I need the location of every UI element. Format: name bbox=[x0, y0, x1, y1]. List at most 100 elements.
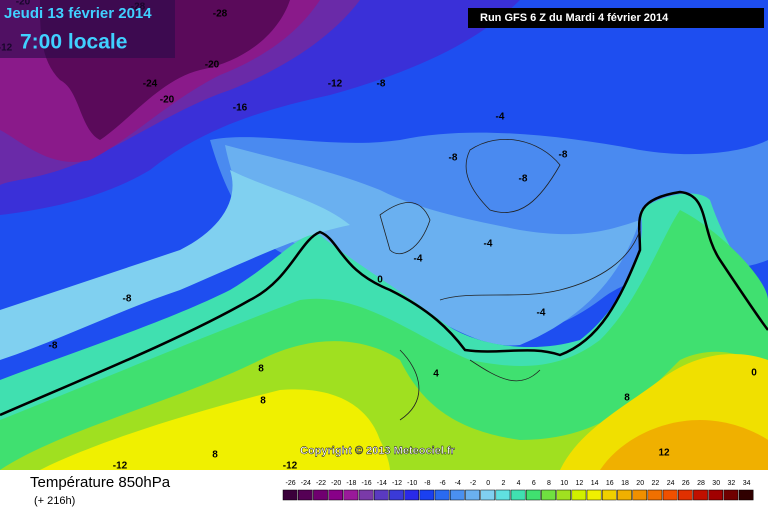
contour-label: -12 bbox=[113, 461, 128, 472]
legend-swatch bbox=[297, 489, 313, 501]
legend-label: 34 bbox=[743, 480, 751, 487]
contour-label: -12 bbox=[283, 461, 298, 472]
contour-label: 4 bbox=[433, 369, 439, 380]
legend-swatch bbox=[434, 489, 450, 501]
legend-label: -4 bbox=[455, 480, 461, 487]
legend-label: -18 bbox=[346, 480, 356, 487]
coastlines bbox=[379, 138, 641, 421]
legend-swatch bbox=[662, 489, 678, 501]
legend-label: 4 bbox=[517, 480, 521, 487]
contour-label: 0 bbox=[751, 368, 757, 379]
legend-label: 14 bbox=[591, 480, 599, 487]
contour-label: -8 bbox=[123, 294, 132, 305]
legend-label: 24 bbox=[667, 480, 675, 487]
legend-label: 28 bbox=[697, 480, 705, 487]
legend-swatch bbox=[723, 489, 739, 501]
legend-swatch bbox=[586, 489, 602, 501]
contour-label: -20 bbox=[160, 95, 175, 106]
legend-swatch bbox=[404, 489, 420, 501]
legend-swatch bbox=[708, 489, 724, 501]
legend-swatch bbox=[282, 489, 298, 501]
contour-label: 8 bbox=[258, 364, 264, 375]
contour-label: -4 bbox=[484, 239, 493, 250]
legend-label: -20 bbox=[331, 480, 341, 487]
contour-label: -28 bbox=[213, 9, 228, 20]
legend-swatch bbox=[389, 489, 404, 501]
legend-label: 12 bbox=[576, 480, 584, 487]
contour-label: 12 bbox=[658, 448, 670, 459]
legend-swatch bbox=[328, 489, 344, 501]
legend-swatch bbox=[738, 489, 754, 501]
forecast-lead: (+ 216h) bbox=[34, 495, 75, 507]
legend-swatch bbox=[465, 489, 480, 501]
legend-label: -26 bbox=[286, 480, 296, 487]
legend-swatch bbox=[541, 489, 556, 501]
legend-swatch bbox=[449, 489, 465, 501]
legend-label: 26 bbox=[682, 480, 690, 487]
legend-swatch bbox=[343, 489, 359, 501]
legend-label: 20 bbox=[636, 480, 644, 487]
legend-swatch bbox=[617, 489, 632, 501]
contour-label: -8 bbox=[559, 150, 568, 161]
legend-label: 30 bbox=[712, 480, 720, 487]
contour-label: -16 bbox=[233, 103, 248, 114]
legend-swatch bbox=[677, 489, 693, 501]
legend-swatch bbox=[358, 489, 374, 501]
contour-label: 8 bbox=[260, 396, 266, 407]
cool-blue bbox=[225, 145, 640, 346]
color-legend: -26 -24 -22 -20 -18 -16 -14 -12 -10 -8 -6 -4 -2 0 2 4 6 8… bbox=[282, 480, 754, 501]
legend-label: 18 bbox=[621, 480, 629, 487]
contour-label: 0 bbox=[377, 275, 383, 286]
contour-label: -20 bbox=[205, 60, 220, 71]
contour-label: -8 bbox=[449, 153, 458, 164]
legend-label: -22 bbox=[316, 480, 326, 487]
legend-swatch bbox=[647, 489, 663, 501]
contour-label: 8 bbox=[212, 450, 218, 461]
legend-label: 0 bbox=[486, 480, 490, 487]
run-box bbox=[468, 8, 764, 28]
legend-label: -2 bbox=[470, 480, 476, 487]
legend-label: -8 bbox=[424, 480, 430, 487]
legend-swatch bbox=[601, 489, 617, 501]
legend-swatch bbox=[373, 489, 389, 501]
contour-label: -12 bbox=[328, 79, 343, 90]
footer-title: Température 850hPa bbox=[30, 474, 171, 491]
legend-swatch bbox=[480, 489, 496, 501]
copyright: Copyright © 2013 Meteociel.fr bbox=[300, 445, 456, 457]
legend-swatch bbox=[419, 489, 435, 501]
legend-swatch bbox=[510, 489, 526, 501]
legend-label: 32 bbox=[728, 480, 736, 487]
legend-swatch bbox=[556, 489, 572, 501]
legend-label: -10 bbox=[407, 480, 417, 487]
cyan-band bbox=[0, 170, 350, 360]
contour-label: -8 bbox=[377, 79, 386, 90]
legend-label: 22 bbox=[652, 480, 660, 487]
legend-label: -6 bbox=[439, 480, 445, 487]
warm-west bbox=[40, 389, 390, 470]
local-time: 7:00 locale bbox=[20, 31, 127, 54]
legend-label: -16 bbox=[362, 480, 372, 487]
legend-label: 10 bbox=[560, 480, 568, 487]
date-box bbox=[0, 0, 175, 58]
legend-swatch bbox=[313, 489, 328, 501]
contour-label: -4 bbox=[496, 112, 505, 123]
legend-swatch bbox=[571, 489, 587, 501]
legend-label: -14 bbox=[377, 480, 387, 487]
contour-label: -24 bbox=[143, 79, 158, 90]
warmest-east bbox=[600, 420, 768, 470]
legend-swatch bbox=[495, 489, 511, 501]
contour-label: 8 bbox=[624, 393, 630, 404]
legend-swatch bbox=[525, 489, 541, 501]
legend-label: 16 bbox=[606, 480, 614, 487]
legend-label: 2 bbox=[501, 480, 505, 487]
contour-label: -8 bbox=[519, 174, 528, 185]
legend-label: -24 bbox=[301, 480, 311, 487]
legend-swatch bbox=[632, 489, 648, 501]
legend-label: 6 bbox=[532, 480, 536, 487]
legend-label: 8 bbox=[547, 480, 551, 487]
contour-label: -8 bbox=[49, 341, 58, 352]
map bbox=[0, 0, 768, 470]
contour-label: -4 bbox=[414, 254, 423, 265]
run-info: Run GFS 6 Z du Mardi 4 février 2014 bbox=[480, 12, 669, 24]
